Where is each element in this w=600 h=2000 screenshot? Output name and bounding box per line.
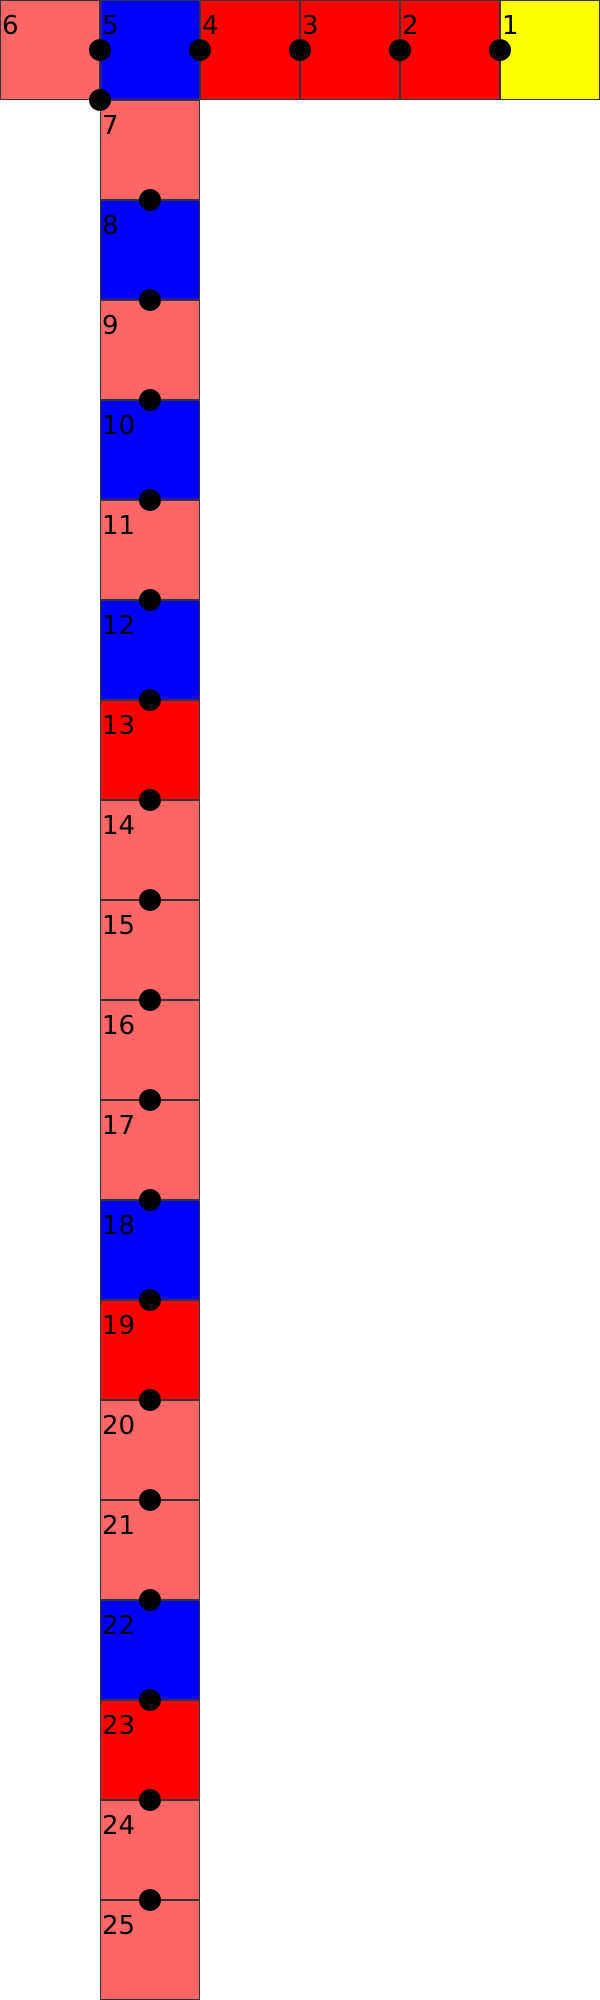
connector-dot: [139, 589, 161, 611]
board-cell: 12: [100, 600, 200, 700]
connector-dot: [139, 1389, 161, 1411]
cell-number: 12: [102, 611, 136, 641]
board-cell: 21: [100, 1500, 200, 1600]
connector-dot: [139, 989, 161, 1011]
connector-dot: [139, 289, 161, 311]
cell-number: 17: [102, 1111, 136, 1141]
cell-number: 1: [502, 11, 519, 41]
connector-dot: [89, 39, 111, 61]
cell-number: 22: [102, 1611, 136, 1641]
board-cell: 17: [100, 1100, 200, 1200]
board-cell: 6: [0, 0, 100, 100]
board-cell: 8: [100, 200, 200, 300]
connector-dot: [139, 1789, 161, 1811]
connector-dot: [139, 189, 161, 211]
connector-dot: [139, 689, 161, 711]
connector-dot: [139, 1089, 161, 1111]
board-cell: 20: [100, 1400, 200, 1500]
cell-number: 14: [102, 811, 136, 841]
board-cell: 10: [100, 400, 200, 500]
board-cell: 11: [100, 500, 200, 600]
board-cell: 9: [100, 300, 200, 400]
connector-dot: [139, 789, 161, 811]
board-cell: 23: [100, 1700, 200, 1800]
board-cell: 15: [100, 900, 200, 1000]
board-cell: 5: [100, 0, 200, 100]
connector-dot: [139, 889, 161, 911]
board-cell: 25: [100, 1900, 200, 2000]
cell-number: 11: [102, 511, 136, 541]
cell-number: 2: [402, 11, 419, 41]
cell-number: 19: [102, 1311, 136, 1341]
cell-number: 5: [102, 11, 119, 41]
cell-number: 23: [102, 1711, 136, 1741]
board-cell: 22: [100, 1600, 200, 1700]
cell-number: 6: [2, 11, 19, 41]
connector-dot: [139, 389, 161, 411]
connector-dot: [139, 1289, 161, 1311]
cell-number: 15: [102, 911, 136, 941]
connector-dot: [89, 89, 111, 111]
connector-dot: [139, 1189, 161, 1211]
board-cell: 3: [300, 0, 400, 100]
board-cell: 18: [100, 1200, 200, 1300]
connector-dot: [489, 39, 511, 61]
connector-dot: [139, 489, 161, 511]
cell-number: 25: [102, 1911, 136, 1941]
cell-number: 20: [102, 1411, 136, 1441]
cell-number: 3: [302, 11, 319, 41]
cell-number: 7: [102, 111, 119, 141]
board-cell: 4: [200, 0, 300, 100]
cell-number: 24: [102, 1811, 136, 1841]
cell-number: 8: [102, 211, 119, 241]
board-cell: 1: [500, 0, 600, 100]
cell-number: 9: [102, 311, 119, 341]
cell-number: 18: [102, 1211, 136, 1241]
connector-dot: [389, 39, 411, 61]
cell-number: 10: [102, 411, 136, 441]
board-cell: 2: [400, 0, 500, 100]
cell-number: 13: [102, 711, 136, 741]
cell-number: 16: [102, 1011, 136, 1041]
cell-number: 4: [202, 11, 219, 41]
connector-dot: [139, 1889, 161, 1911]
board-cell: 7: [100, 100, 200, 200]
connector-dot: [139, 1589, 161, 1611]
cell-number: 21: [102, 1511, 136, 1541]
board-cell: 19: [100, 1300, 200, 1400]
board-cell: 16: [100, 1000, 200, 1100]
board-cell: 14: [100, 800, 200, 900]
connector-dot: [289, 39, 311, 61]
connector-dot: [139, 1689, 161, 1711]
connector-dot: [139, 1489, 161, 1511]
connector-dot: [189, 39, 211, 61]
board-cell: 13: [100, 700, 200, 800]
board-cell: 24: [100, 1800, 200, 1900]
